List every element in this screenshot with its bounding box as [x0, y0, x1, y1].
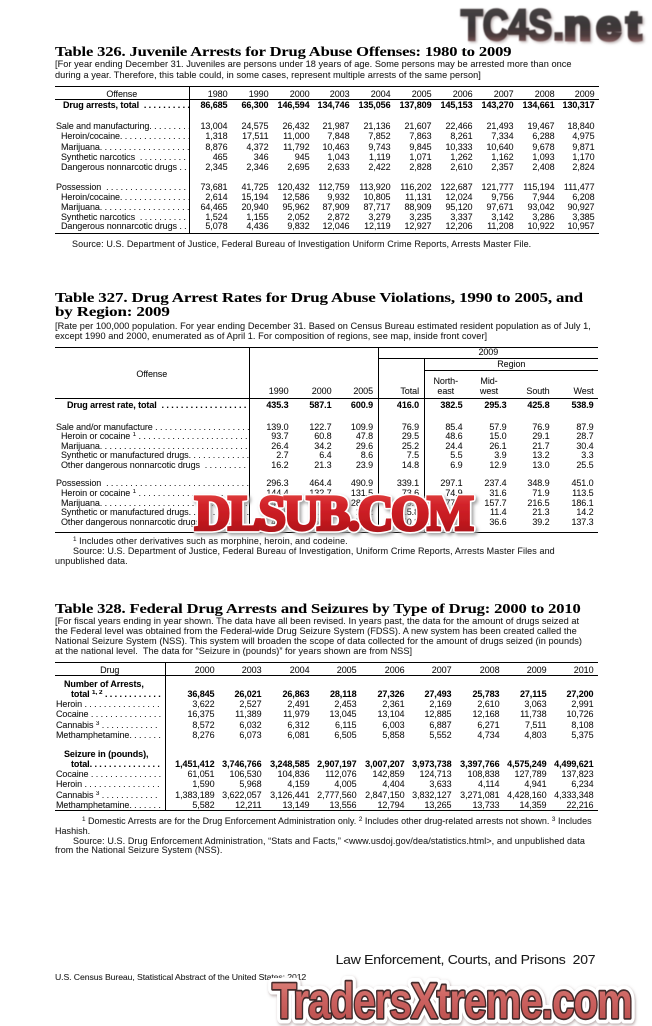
svg-text:TradersXtreme.com: TradersXtreme.com	[272, 973, 632, 1026]
svg-text:TradersXtreme.com: TradersXtreme.com	[272, 973, 632, 1026]
svg-text:TradersXtreme.com: TradersXtreme.com	[272, 973, 632, 1026]
svg-text:TC4S: TC4S	[461, 3, 552, 50]
svg-text:.: .	[553, 5, 564, 49]
svg-text:net: net	[564, 3, 647, 48]
svg-text:DLSUB.COM: DLSUB.COM	[195, 485, 473, 540]
svg-text:DLSUB.COM: DLSUB.COM	[195, 485, 473, 540]
